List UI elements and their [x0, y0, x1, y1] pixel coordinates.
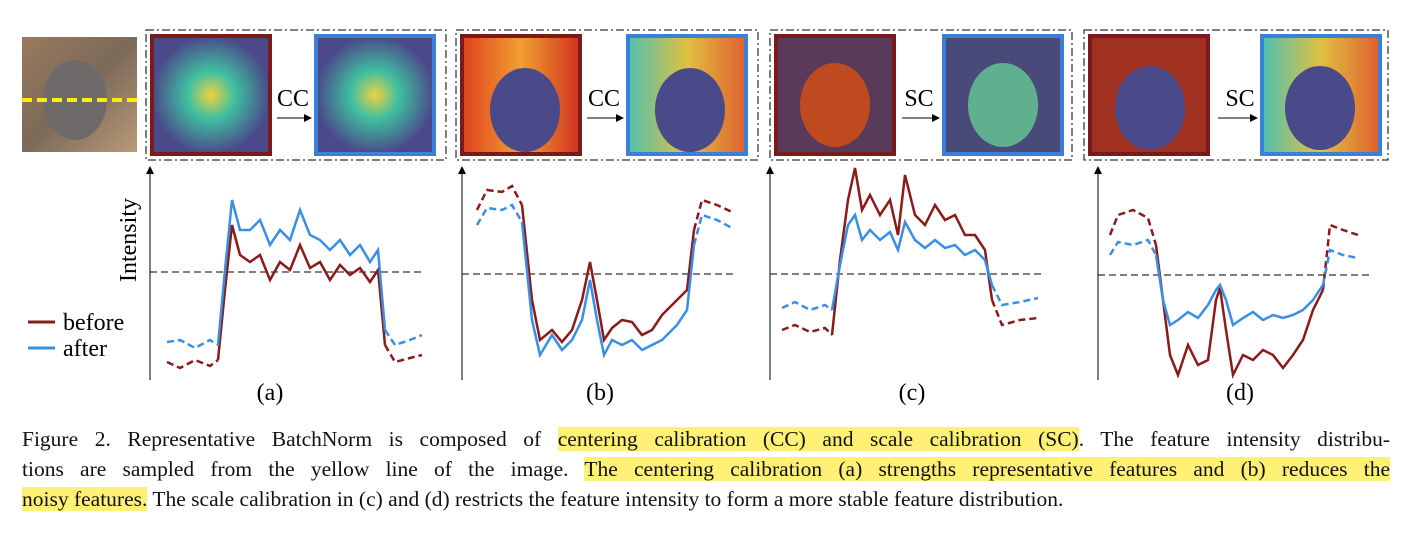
before-map	[150, 34, 272, 156]
before-curve	[520, 204, 696, 344]
panel-label: (a)	[257, 380, 284, 406]
cat-shape	[1115, 66, 1185, 150]
before-curve	[475, 184, 733, 231]
caption-text: . The feature intensity distribu-	[1078, 427, 1390, 451]
panel-label: (c)	[899, 380, 926, 406]
before-curve	[1154, 244, 1325, 380]
before-curve	[781, 299, 1039, 336]
highlighted-text: The centering calibration (a) strengths …	[584, 457, 1391, 481]
caption-text: tions are sampled from the yellow line o…	[22, 457, 585, 481]
panel-frame	[455, 29, 759, 161]
legend-label: after	[63, 336, 107, 362]
before-curve	[216, 224, 387, 361]
y-axis-label: Intensity	[116, 198, 142, 282]
caption-text: Figure 2. Representative BatchNorm is co…	[22, 427, 558, 451]
legend-label: before	[63, 310, 124, 336]
highlighted-text: centering calibration (CC) and scale cal…	[557, 427, 1079, 451]
caption-line: tions are sampled from the yellow line o…	[22, 454, 1391, 484]
after-curve	[1108, 238, 1359, 286]
panel-label: (b)	[586, 380, 614, 406]
before-curve	[830, 167, 994, 336]
panel-images	[145, 29, 1389, 161]
cat-shape	[490, 68, 560, 152]
op-label: CC	[277, 86, 309, 112]
before-curve	[1108, 208, 1359, 291]
cat-shape	[800, 63, 870, 147]
caption-line: Figure 2. Representative BatchNorm is co…	[22, 424, 1390, 454]
op-label: CC	[588, 86, 620, 112]
panel-frame	[145, 29, 447, 161]
before-curve	[166, 344, 423, 370]
plot-a	[146, 166, 425, 380]
op-label: SC	[904, 86, 933, 112]
figure-graphics: CC CC SC SC Intensity before after	[22, 29, 1389, 406]
cat-shape	[968, 63, 1038, 147]
plot-b	[458, 166, 737, 380]
plot-c	[766, 166, 1045, 380]
after-curve	[1154, 254, 1325, 328]
op-label: SC	[1225, 86, 1254, 112]
after-curve	[520, 221, 696, 359]
cat-shape	[1285, 66, 1355, 150]
plot-d	[1094, 166, 1370, 380]
cat-shape	[655, 68, 725, 152]
after-curve	[216, 199, 387, 346]
after-curve	[475, 203, 733, 246]
after-curve	[781, 284, 1039, 312]
after-curve	[166, 329, 423, 350]
highlighted-text: noisy features.	[22, 487, 148, 511]
panel-label: (d)	[1226, 380, 1254, 406]
caption-line: noisy features. The scale calibration in…	[22, 484, 1390, 514]
after-curve	[830, 212, 994, 311]
panel-frame	[769, 29, 1073, 161]
caption: Figure 2. Representative BatchNorm is co…	[22, 424, 1391, 514]
caption-text: The scale calibration in (c) and (d) res…	[147, 487, 1064, 511]
panel-frame	[1083, 29, 1389, 161]
after-map	[314, 34, 436, 156]
